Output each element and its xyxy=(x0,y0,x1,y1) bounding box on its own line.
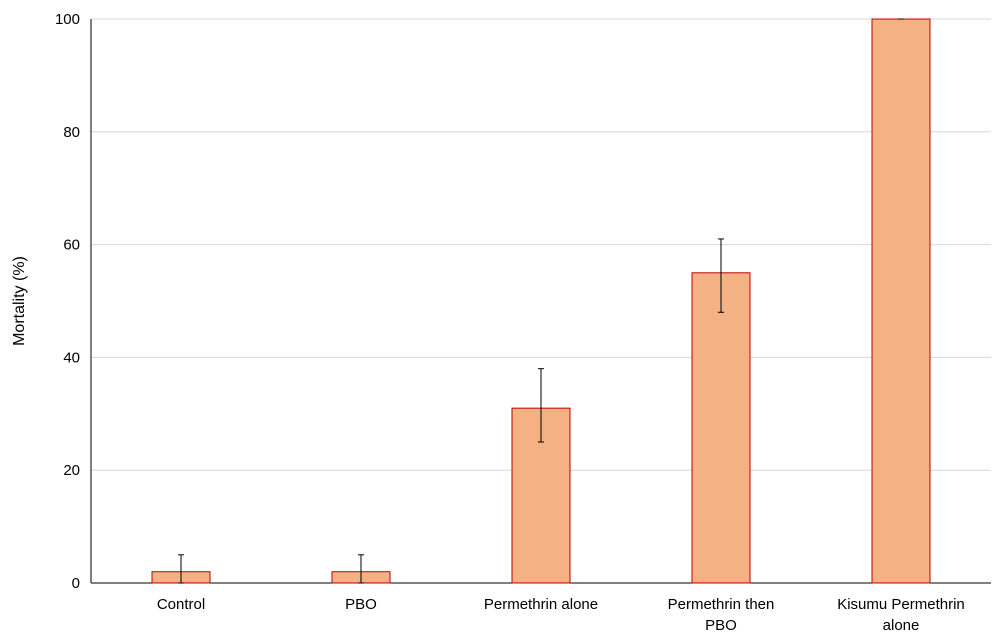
x-tick-labels: Control PBO Permethrin alone Permethrin the… xyxy=(157,596,965,634)
x-tick-label: Control xyxy=(157,596,205,613)
bar xyxy=(691,272,751,584)
x-tick-label: Permethrin then xyxy=(668,596,775,613)
y-tick-label: 100 xyxy=(55,11,80,28)
y-tick-label: 60 xyxy=(63,237,80,254)
x-tick-label: Kisumu Permethrin xyxy=(837,596,965,613)
gridlines xyxy=(91,18,991,471)
y-tick-label: 0 xyxy=(72,575,80,592)
x-tick-label: PBO xyxy=(705,617,737,634)
x-tick-label: alone xyxy=(883,617,920,634)
bars xyxy=(151,18,931,584)
y-tick-label: 40 xyxy=(63,349,80,366)
x-tick-label: Permethrin alone xyxy=(484,596,598,613)
bar xyxy=(871,18,931,584)
y-axis-title: Mortality (%) xyxy=(11,256,28,346)
error-bars xyxy=(178,18,904,584)
y-tick-labels: 0 20 40 60 80 100 xyxy=(55,11,80,592)
y-tick-label: 20 xyxy=(63,462,80,479)
y-tick-label: 80 xyxy=(63,124,80,141)
x-tick-label: PBO xyxy=(345,596,377,613)
